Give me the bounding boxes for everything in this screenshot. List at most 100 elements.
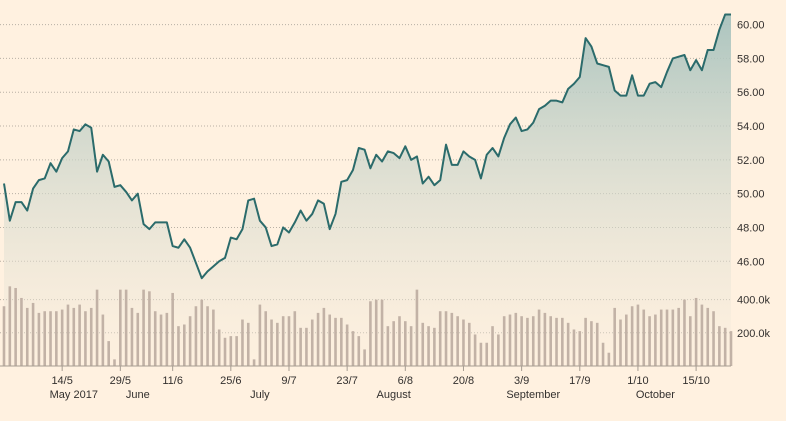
x-month-label: October [636, 389, 675, 401]
volume-bar [235, 336, 238, 366]
volume-bar [555, 317, 558, 366]
volume-bar [450, 312, 454, 366]
volume-bar [299, 327, 302, 366]
volume-bar [665, 309, 669, 366]
volume-bar [398, 316, 401, 366]
volume-bar [537, 309, 541, 366]
volume-bar [223, 337, 227, 366]
volume-bar [258, 304, 262, 366]
volume-bar [549, 316, 552, 366]
price-line-layer [3, 13, 731, 280]
volume-bar [607, 352, 611, 366]
volume-bar [2, 306, 6, 366]
volume-bar [89, 307, 93, 366]
volume-bar [206, 306, 209, 366]
x-tick-label: 9/7 [281, 375, 296, 387]
price-area [4, 14, 731, 366]
volume-bar [404, 321, 407, 366]
volume-bar [438, 311, 442, 366]
volume-bar [95, 289, 99, 366]
volume-bar [683, 299, 686, 366]
volume-bar [380, 299, 384, 366]
volume-bar [55, 311, 58, 366]
volume-y-axis: 200.0k 400.0k [737, 295, 771, 340]
volume-bar [625, 314, 628, 366]
volume-bar [485, 342, 489, 366]
volume-bar [78, 304, 81, 366]
volume-bar [572, 329, 576, 366]
volume-bar [479, 342, 483, 366]
volume-bar [171, 292, 174, 366]
volume-bar [188, 316, 192, 366]
volume-bar [444, 311, 448, 366]
volume-tick-label: 200.0k [737, 328, 771, 340]
volume-bar [694, 297, 698, 366]
volume-bar [514, 312, 518, 366]
volume-bar [526, 317, 529, 366]
x-tick-label: 6/8 [398, 375, 413, 387]
volume-bar [8, 286, 12, 366]
volume-bar [200, 299, 204, 366]
volume-bar [357, 336, 361, 366]
volume-bar [165, 312, 169, 366]
volume-bar [409, 326, 413, 366]
volume-bar [729, 331, 733, 366]
x-month-label: September [506, 389, 560, 401]
volume-bar [421, 322, 425, 366]
volume-bar [305, 327, 308, 366]
volume-bar [415, 289, 419, 366]
volume-bar [276, 322, 279, 366]
volume-bar [84, 311, 87, 366]
date-x-axis: 14/5 29/5 11/6 25/6 9/7 23/7 6/8 20/8 3/9 17/9 1/1… [0, 365, 731, 401]
volume-bar [712, 311, 715, 366]
x-month-label: August [377, 389, 411, 401]
volume-bar [566, 322, 570, 366]
volume-bar [508, 314, 512, 366]
volume-bar [14, 287, 17, 366]
price-series-line [3, 13, 731, 280]
volume-bar [322, 307, 326, 366]
volume-bar [427, 326, 430, 366]
volume-bar [246, 322, 250, 366]
volume-bar [153, 311, 157, 366]
volume-bar [723, 327, 727, 366]
volume-bar [177, 326, 180, 366]
volume-bar [66, 304, 70, 366]
volume-bar [642, 309, 646, 366]
volume-bar [497, 334, 500, 366]
volume-tick-label: 400.0k [737, 295, 771, 307]
volume-bar [212, 309, 215, 366]
price-area-fill [4, 14, 731, 366]
volume-bar [101, 314, 105, 366]
volume-bar [677, 307, 680, 366]
volume-bar [700, 304, 704, 366]
volume-bar [659, 309, 663, 366]
x-tick-label: 17/9 [569, 375, 590, 387]
volume-bar [688, 316, 692, 366]
volume-bar [636, 304, 640, 366]
volume-bar [619, 319, 622, 366]
volume-bar [287, 316, 291, 366]
x-month-label: July [250, 389, 270, 401]
volume-bar [264, 311, 268, 366]
volume-bar [159, 314, 163, 366]
volume-bar [43, 311, 47, 366]
volume-bar [584, 317, 587, 366]
volume-bar [345, 324, 349, 366]
x-tick-label: 20/8 [453, 375, 474, 387]
volume-bar [590, 321, 593, 366]
price-tick-label: 60.00 [737, 20, 765, 32]
volume-bar [25, 307, 29, 366]
volume-bars [2, 286, 733, 366]
volume-bar [595, 322, 599, 366]
volume-bar [183, 324, 186, 366]
price-tick-label: 48.00 [737, 222, 765, 234]
price-tick-label: 50.00 [737, 189, 765, 201]
volume-bar [467, 322, 471, 366]
volume-bar [310, 319, 314, 366]
volume-bar [456, 316, 459, 366]
x-tick-label: 14/5 [51, 375, 72, 387]
volume-bar [462, 319, 465, 366]
volume-bar [491, 326, 494, 366]
